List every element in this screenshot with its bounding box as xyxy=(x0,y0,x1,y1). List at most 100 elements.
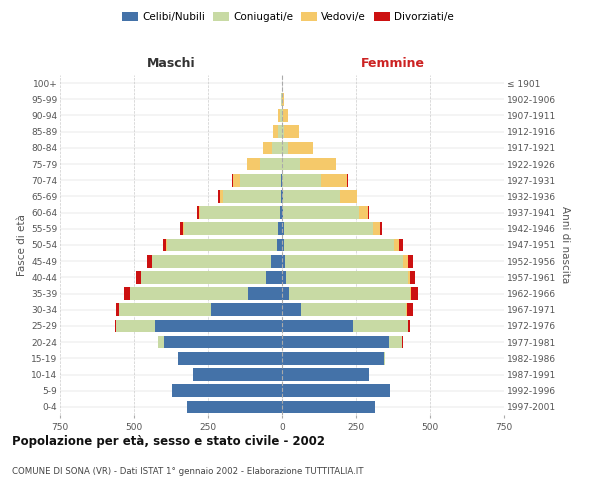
Bar xyxy=(282,126,299,138)
Bar xyxy=(119,304,282,316)
Bar xyxy=(119,304,282,316)
Bar xyxy=(282,126,284,138)
Bar xyxy=(282,271,286,283)
Bar xyxy=(282,109,287,122)
Bar xyxy=(260,158,282,170)
Bar xyxy=(282,288,418,300)
Bar xyxy=(282,320,408,332)
Bar xyxy=(282,222,284,235)
Bar xyxy=(282,320,408,332)
Bar xyxy=(116,320,282,332)
Bar xyxy=(282,255,413,268)
Bar xyxy=(193,368,282,381)
Bar xyxy=(282,238,399,252)
Bar xyxy=(282,384,390,397)
Bar xyxy=(178,352,282,364)
Bar xyxy=(282,158,301,170)
Bar xyxy=(277,238,282,252)
Bar xyxy=(233,174,282,186)
Bar xyxy=(282,400,375,413)
Bar xyxy=(115,320,282,332)
Bar xyxy=(240,174,282,186)
Bar xyxy=(282,255,403,268)
Bar xyxy=(282,238,394,252)
Bar xyxy=(282,238,403,252)
Bar xyxy=(172,384,282,397)
Bar xyxy=(130,288,282,300)
Bar xyxy=(197,206,282,219)
Text: Popolazione per età, sesso e stato civile - 2002: Popolazione per età, sesso e stato civil… xyxy=(12,435,325,448)
Bar xyxy=(184,222,282,235)
Bar xyxy=(164,336,282,348)
Bar xyxy=(218,190,282,202)
Bar xyxy=(278,109,282,122)
Bar xyxy=(282,336,403,348)
Bar xyxy=(281,93,282,106)
Bar xyxy=(282,320,353,332)
Bar xyxy=(200,206,282,219)
Bar xyxy=(282,93,284,106)
Bar xyxy=(152,255,282,268)
Bar xyxy=(172,384,282,397)
Bar xyxy=(223,190,282,202)
Bar xyxy=(282,142,313,154)
Bar xyxy=(282,174,321,186)
Bar xyxy=(282,255,408,268)
Bar xyxy=(273,126,282,138)
Bar xyxy=(273,126,282,138)
Bar xyxy=(282,352,385,364)
Bar xyxy=(178,352,282,364)
Bar xyxy=(199,206,282,219)
Bar xyxy=(282,126,299,138)
Bar xyxy=(211,304,282,316)
Bar xyxy=(155,320,282,332)
Bar xyxy=(282,222,373,235)
Bar xyxy=(282,255,285,268)
Bar xyxy=(282,271,410,283)
Bar xyxy=(282,206,368,219)
Bar xyxy=(247,158,282,170)
Bar xyxy=(282,93,284,106)
Bar xyxy=(282,288,410,300)
Bar xyxy=(116,304,282,316)
Bar xyxy=(247,158,282,170)
Bar xyxy=(282,336,389,348)
Bar xyxy=(282,174,347,186)
Bar xyxy=(166,238,282,252)
Bar xyxy=(158,336,282,348)
Bar xyxy=(282,288,411,300)
Bar xyxy=(282,158,336,170)
Text: Femmine: Femmine xyxy=(361,57,425,70)
Bar xyxy=(263,142,282,154)
Bar xyxy=(282,336,402,348)
Bar xyxy=(158,336,282,348)
Bar xyxy=(136,271,282,283)
Bar xyxy=(282,142,288,154)
Bar xyxy=(158,336,282,348)
Bar xyxy=(282,190,356,202)
Legend: Celibi/Nubili, Coniugati/e, Vedovi/e, Divorziati/e: Celibi/Nubili, Coniugati/e, Vedovi/e, Di… xyxy=(118,8,458,26)
Bar xyxy=(282,384,390,397)
Bar xyxy=(142,271,282,283)
Bar xyxy=(282,271,408,283)
Bar xyxy=(282,174,348,186)
Bar xyxy=(172,384,282,397)
Bar xyxy=(282,238,284,252)
Bar xyxy=(282,304,413,316)
Bar xyxy=(152,255,282,268)
Bar xyxy=(282,190,340,202)
Bar xyxy=(282,352,385,364)
Bar xyxy=(282,336,402,348)
Bar xyxy=(116,320,282,332)
Bar xyxy=(282,142,313,154)
Bar xyxy=(281,190,282,202)
Bar xyxy=(282,158,336,170)
Bar xyxy=(282,304,406,316)
Bar xyxy=(220,190,282,202)
Bar xyxy=(280,109,282,122)
Bar xyxy=(187,400,282,413)
Bar xyxy=(282,304,407,316)
Bar xyxy=(282,400,375,413)
Bar xyxy=(282,352,384,364)
Bar xyxy=(278,126,282,138)
